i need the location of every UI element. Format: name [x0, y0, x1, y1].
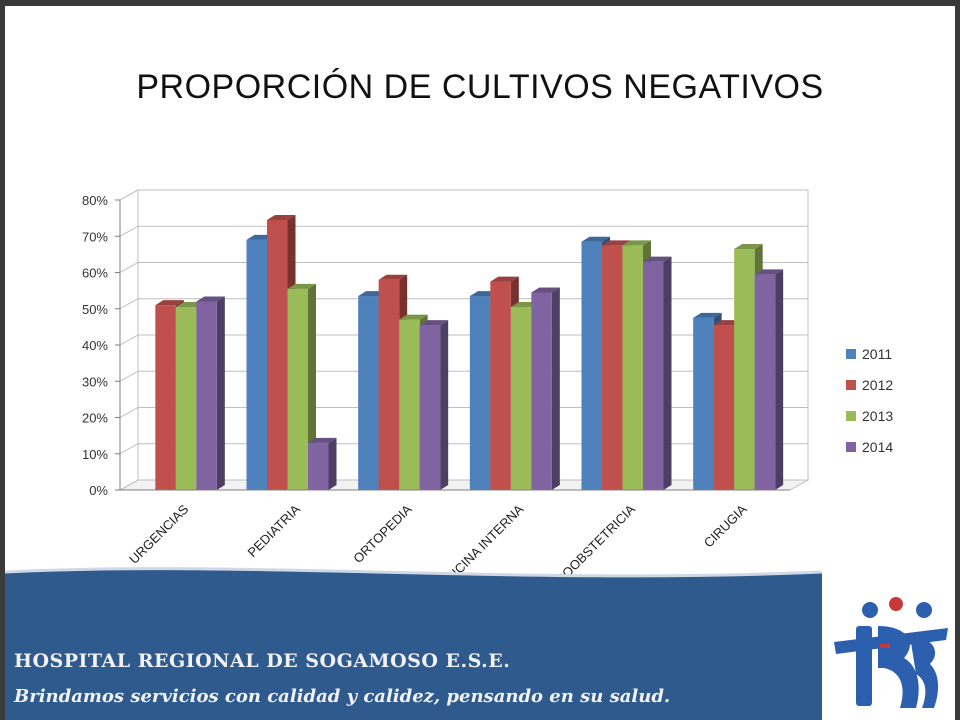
legend-label: 2011	[862, 346, 892, 362]
y-tick-label: 40%	[82, 338, 108, 353]
y-tick-label: 30%	[82, 374, 108, 389]
bar	[754, 269, 784, 490]
bar-front	[510, 306, 532, 490]
bar	[643, 256, 672, 490]
bar-top	[419, 320, 449, 326]
bar-side	[775, 269, 784, 490]
bar-top	[490, 276, 519, 282]
bar	[196, 296, 225, 490]
slide-frame-top	[0, 0, 960, 6]
bar-side	[551, 287, 560, 490]
bar-top	[378, 274, 408, 280]
y-tick-label: 70%	[82, 229, 108, 244]
bar-front	[175, 306, 197, 490]
chart-bars	[155, 214, 784, 490]
bar-top	[643, 256, 672, 262]
bar-top	[581, 236, 610, 242]
y-tick-label: 10%	[82, 447, 108, 462]
hospital-logo-icon	[834, 597, 948, 708]
legend-label: 2013	[862, 408, 893, 424]
chart-title: PROPORCIÓN DE CULTIVOS NEGATIVOS	[136, 68, 824, 106]
legend-label: 2012	[862, 377, 893, 393]
bar-top	[622, 240, 651, 246]
legend-label: 2014	[862, 439, 893, 455]
bar-front	[490, 281, 511, 490]
chart-legend: 2011 2012 2013 2014	[846, 346, 893, 455]
bar-front	[531, 292, 552, 490]
legend-swatch	[846, 411, 856, 421]
bar-side	[440, 320, 449, 490]
hospital-slogan: Brindamos servicios con calidad y calide…	[14, 686, 671, 707]
bar-front	[267, 219, 288, 490]
bar-top	[155, 300, 184, 306]
gridline	[119, 189, 808, 201]
bar-front	[602, 245, 623, 490]
bar-front	[155, 305, 176, 490]
y-tick-label: 0%	[89, 483, 108, 498]
slide-frame-right	[955, 0, 960, 720]
bar-front	[308, 442, 329, 490]
slide-frame-left	[0, 0, 5, 720]
bar	[419, 320, 449, 490]
bar-side	[308, 283, 316, 490]
bar-front	[754, 274, 776, 490]
gridline	[119, 225, 808, 237]
bar-top	[196, 296, 225, 302]
y-tick-label: 20%	[82, 411, 108, 426]
bar-top	[399, 314, 428, 320]
bar-top	[287, 283, 316, 289]
bar-front	[643, 261, 664, 490]
bar-front	[622, 245, 643, 490]
bar-top	[308, 437, 337, 443]
bar-top	[531, 287, 560, 293]
bar-front	[419, 325, 441, 490]
bar-top	[693, 312, 722, 318]
bar-front	[287, 288, 308, 490]
legend-swatch	[846, 380, 856, 390]
bar-top	[754, 269, 784, 275]
bar-front	[358, 296, 379, 490]
bar-front	[581, 241, 602, 490]
bar	[531, 287, 560, 490]
bar-top	[734, 243, 763, 249]
bar-front	[693, 317, 714, 490]
bar-front	[196, 301, 217, 490]
y-tick-label: 50%	[82, 302, 108, 317]
bar	[308, 437, 337, 490]
bar-side	[663, 256, 672, 490]
bar-front	[734, 248, 755, 490]
bar-front	[469, 296, 491, 490]
bar-front	[246, 239, 267, 490]
bar-side	[216, 296, 225, 490]
y-tick-label: 60%	[82, 266, 108, 281]
bar-front	[713, 325, 735, 490]
bar-front	[399, 319, 420, 490]
legend-swatch	[846, 349, 856, 359]
hospital-name: HOSPITAL REGIONAL DE SOGAMOSO E.S.E.	[14, 650, 511, 672]
legend-swatch	[846, 442, 856, 452]
y-tick-label: 80%	[82, 193, 108, 208]
bar	[287, 283, 316, 490]
bar-side	[328, 437, 337, 490]
bar-top	[267, 214, 296, 220]
bar-top	[602, 240, 631, 246]
bar-front	[378, 279, 400, 490]
